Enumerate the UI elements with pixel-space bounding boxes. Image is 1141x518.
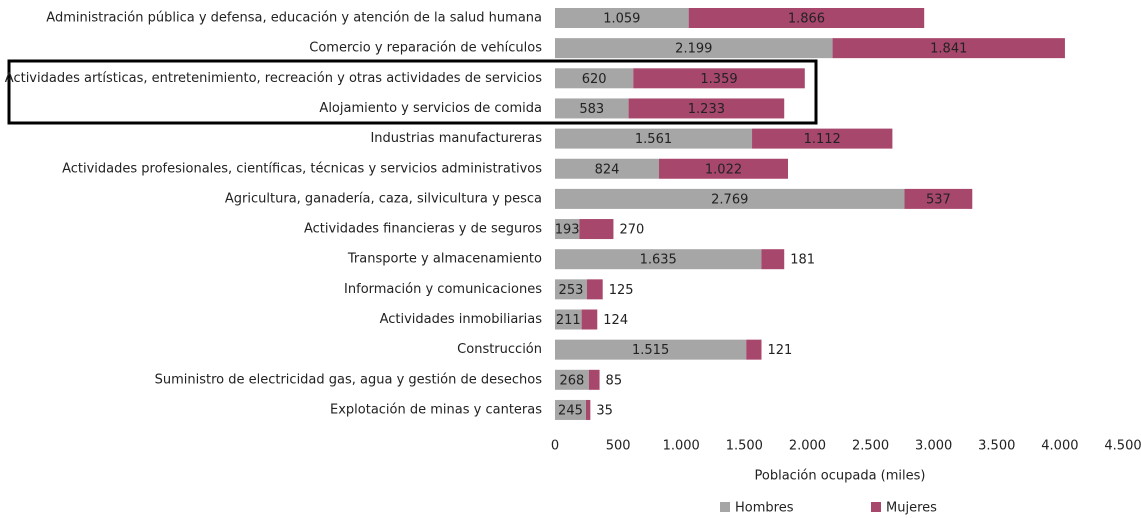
bar-segment	[555, 38, 833, 59]
category-label: Explotación de minas y canteras	[330, 402, 542, 417]
value-label: 121	[767, 343, 792, 358]
legend-swatch	[871, 502, 881, 512]
bar-segment	[579, 219, 614, 240]
x-axis-title: Población ocupada (miles)	[755, 469, 926, 484]
bar-segment	[904, 188, 973, 209]
bar-segment	[688, 8, 925, 28]
value-label: 211	[556, 313, 581, 328]
category-label: Actividades financieras y de seguros	[304, 222, 542, 237]
bar-segment	[555, 279, 587, 300]
bar-segment	[555, 219, 580, 240]
category-label: Suministro de electricidad gas, agua y g…	[155, 372, 543, 387]
category-label: Alojamiento y servicios de comida	[319, 101, 542, 116]
bar-segment	[585, 399, 591, 420]
bar-segment	[555, 309, 582, 330]
legend-label: Mujeres	[886, 501, 937, 516]
value-label: 245	[558, 403, 583, 418]
highlight-box	[7, 59, 818, 125]
x-tick-label: 2.000	[789, 439, 826, 454]
bar-segment	[581, 309, 598, 330]
bar-segment	[555, 399, 586, 420]
value-label: 1.866	[788, 12, 825, 27]
bar-segment	[633, 68, 805, 89]
category-label: Administración pública y defensa, educac…	[46, 11, 542, 26]
bar-segment	[746, 339, 762, 360]
x-tick-label: 1.000	[663, 439, 700, 454]
value-label: 537	[926, 192, 951, 207]
bar-segment	[555, 339, 747, 360]
category-label: Actividades artísticas, entretenimiento,…	[5, 71, 542, 86]
x-tick-label: 0	[551, 439, 559, 454]
value-label: 253	[559, 283, 584, 298]
legend-label: Hombres	[735, 501, 794, 516]
bar-segment	[659, 158, 789, 179]
x-tick-label: 4.500	[1104, 439, 1141, 454]
bar-segment	[555, 249, 762, 270]
x-tick-label: 4.000	[1041, 439, 1078, 454]
value-label: 1.841	[930, 42, 967, 57]
bar-segment	[832, 38, 1065, 59]
value-label: 1.561	[635, 132, 672, 147]
bar-segment	[588, 369, 600, 390]
value-label: 2.199	[675, 42, 712, 57]
value-label: 1.635	[640, 253, 677, 268]
bar-segment	[586, 279, 603, 300]
category-label: Comercio y reparación de vehículos	[309, 41, 542, 56]
bar-segment	[555, 128, 753, 149]
value-label: 1.059	[603, 12, 640, 27]
category-label: Industrias manufactureras	[370, 131, 542, 146]
value-label: 35	[596, 403, 613, 418]
value-label: 85	[606, 373, 623, 388]
legend-swatch	[720, 502, 730, 512]
value-label: 193	[555, 223, 580, 238]
bar-segment	[761, 249, 785, 270]
x-tick-label: 2.500	[852, 439, 889, 454]
category-label: Construcción	[457, 342, 542, 357]
bar-segment	[555, 188, 905, 209]
bar-segment	[555, 369, 589, 390]
category-label: Agricultura, ganadería, caza, silvicultu…	[225, 191, 542, 206]
category-label: Actividades profesionales, científicas, …	[62, 161, 542, 176]
x-tick-label: 3.500	[978, 439, 1015, 454]
bar-segment	[752, 128, 893, 149]
bar-segment	[628, 98, 785, 119]
value-label: 1.112	[804, 132, 841, 147]
value-label: 1.233	[688, 102, 725, 117]
x-tick-label: 3.000	[915, 439, 952, 454]
category-label: Actividades inmobiliarias	[380, 312, 543, 327]
value-label: 124	[603, 313, 628, 328]
value-label: 620	[582, 72, 607, 87]
value-label: 125	[609, 283, 634, 298]
value-label: 181	[790, 253, 815, 268]
category-label: Transporte y almacenamiento	[347, 252, 542, 267]
value-label: 1.022	[705, 162, 742, 177]
value-label: 2.769	[711, 192, 748, 207]
value-label: 583	[579, 102, 604, 117]
x-tick-label: 500	[606, 439, 631, 454]
bar-segment	[555, 158, 660, 179]
value-label: 268	[559, 373, 584, 388]
bar-segment	[555, 8, 689, 28]
value-label: 824	[595, 162, 620, 177]
bar-segment	[555, 68, 634, 89]
bar-segment	[555, 98, 629, 119]
value-label: 1.515	[632, 343, 669, 358]
x-tick-label: 1.500	[726, 439, 763, 454]
category-label: Información y comunicaciones	[344, 282, 542, 297]
value-label: 270	[619, 223, 644, 238]
value-label: 1.359	[700, 72, 737, 87]
